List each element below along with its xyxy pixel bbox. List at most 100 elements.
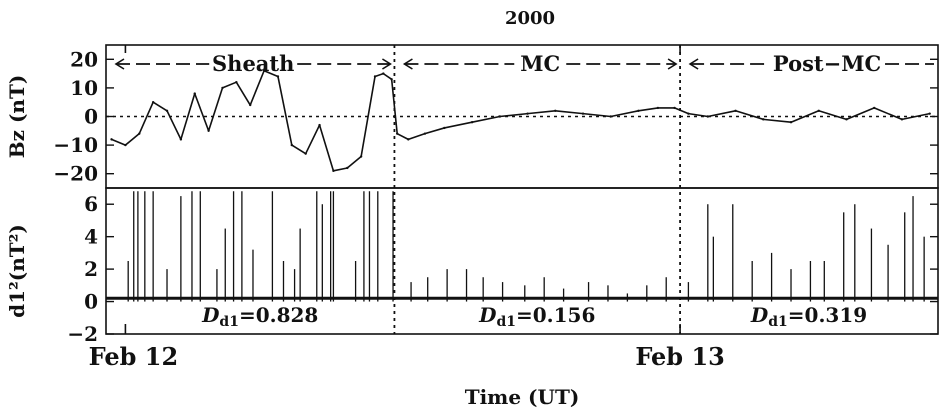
y-axis-label-d1: d1²(nT²) [5, 224, 29, 318]
bz-data-point [581, 112, 585, 115]
bz-data-point [656, 106, 660, 110]
bz-data-point [762, 118, 765, 121]
bz-data-point [151, 101, 155, 104]
bz-data-point [332, 169, 335, 173]
bz-line-segment [396, 132, 409, 141]
bz-data-point [373, 75, 377, 78]
bz-line-segment [707, 109, 736, 118]
region-arrowhead [382, 58, 392, 70]
bz-data-point [290, 143, 294, 147]
dd1-symbol: D [750, 303, 769, 327]
bz-line-segment [390, 79, 398, 134]
bz-data-point [554, 109, 557, 112]
bz-line-segment [124, 133, 140, 146]
bz-data-point [526, 112, 529, 115]
bz-line-segment [291, 144, 307, 155]
y-tick-label: 6 [84, 192, 98, 216]
dd1-label-sheath: Dd1=0.828 [201, 303, 318, 330]
bz-line-segment [318, 124, 335, 172]
bz-line-segment [444, 121, 473, 129]
bz-line-segment [180, 93, 196, 140]
d1-spike-series [106, 191, 938, 302]
bz-data-point [423, 132, 427, 135]
y-axis-label-bz: Bz (nT) [5, 75, 29, 159]
x-axis-label: Time (UT) [465, 385, 580, 409]
bz-data-point [390, 78, 393, 81]
y-tick-label: 4 [84, 225, 98, 249]
bz-data-point [124, 143, 127, 147]
bz-line-segment [408, 132, 426, 141]
bz-line-segment [277, 76, 293, 146]
bz-line-segment [333, 167, 348, 172]
x-tick-label-feb13: Feb 13 [635, 342, 725, 371]
bz-line-segment [374, 72, 384, 78]
bz-line-segment [555, 109, 584, 115]
dd1-value: =0.319 [788, 303, 867, 327]
bz-line-segment [582, 112, 611, 118]
bz-data-point [138, 132, 141, 135]
y-tick-label: −2 [67, 322, 98, 346]
bz-data-point [318, 123, 321, 127]
dd1-subscript: d1 [768, 314, 788, 330]
bz-line-segment [166, 110, 182, 140]
bz-line-segment [346, 155, 362, 169]
bz-data-point [845, 118, 848, 121]
y-tick-label: 0 [84, 105, 98, 129]
y-tick-label: 20 [70, 47, 98, 71]
bz-data-point [928, 112, 931, 115]
dd1-symbol: D [201, 303, 220, 327]
bz-line-segment [763, 118, 792, 124]
bz-line-segment [111, 138, 126, 146]
dd1-symbol: D [478, 303, 497, 327]
region-label-post-mc: Post−MC [773, 51, 881, 76]
bz-line-segment [304, 124, 321, 155]
bz-line-segment [527, 109, 556, 115]
bz-line-segment [499, 112, 528, 118]
bz-line-segment [901, 112, 930, 121]
bz-data-point [382, 72, 385, 75]
region-arrowhead [114, 58, 125, 70]
bz-data-point [407, 138, 410, 141]
y-tick-label: 2 [84, 257, 98, 281]
region-arrowhead [402, 58, 413, 70]
x-tick-label-feb12: Feb 12 [89, 342, 179, 371]
bz-line-segment [235, 81, 251, 106]
bz-data-point [165, 109, 169, 112]
y-tick-label: −20 [53, 162, 98, 186]
chart-title: 2000 [505, 8, 555, 29]
bz-data-point [110, 138, 113, 141]
bz-data-point [687, 112, 690, 115]
bz-data-point [873, 106, 876, 110]
bz-data-point [262, 69, 266, 72]
bz-line-segment [688, 112, 708, 118]
bz-line-segment [207, 87, 224, 132]
bz-line-segment [360, 76, 376, 157]
bz-data-point [443, 126, 446, 130]
bz-line-segment [263, 70, 279, 78]
dd1-value: =0.156 [516, 303, 595, 327]
bz-line-segment [846, 107, 875, 121]
dd1-label-post-mc: Dd1=0.319 [750, 303, 867, 330]
bz-data-point [900, 118, 904, 121]
bz-data-point [249, 103, 252, 107]
bz-data-point [346, 166, 349, 170]
dd1-subscript: d1 [496, 314, 516, 330]
bz-data-point [207, 129, 210, 132]
bz-line-segment [638, 107, 659, 112]
bz-line-segment [471, 115, 500, 124]
region-arrows [114, 58, 934, 70]
dd1-label-mc: Dd1=0.156 [478, 303, 595, 330]
y-tick-label: 0 [84, 290, 98, 314]
bz-line-segment [382, 72, 393, 80]
bz-data-point [235, 80, 238, 84]
bz-data-point [637, 109, 640, 112]
region-arrowhead [688, 58, 699, 70]
region-label-mc: MC [520, 51, 560, 76]
bz-data-point [673, 106, 676, 110]
bz-data-point [789, 121, 793, 124]
bz-line-segment [818, 110, 847, 121]
bz-line-segment [222, 81, 237, 89]
bz-data-point [734, 109, 737, 112]
